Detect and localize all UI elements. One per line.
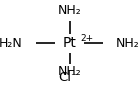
Text: Cl⁻: Cl⁻ <box>59 71 79 84</box>
Text: Pt: Pt <box>63 36 77 50</box>
Text: H₂N: H₂N <box>0 37 23 50</box>
Text: NH₂: NH₂ <box>58 65 81 78</box>
Text: NH₂: NH₂ <box>58 4 81 17</box>
Text: NH₂: NH₂ <box>116 37 140 50</box>
Text: 2+: 2+ <box>80 34 94 43</box>
